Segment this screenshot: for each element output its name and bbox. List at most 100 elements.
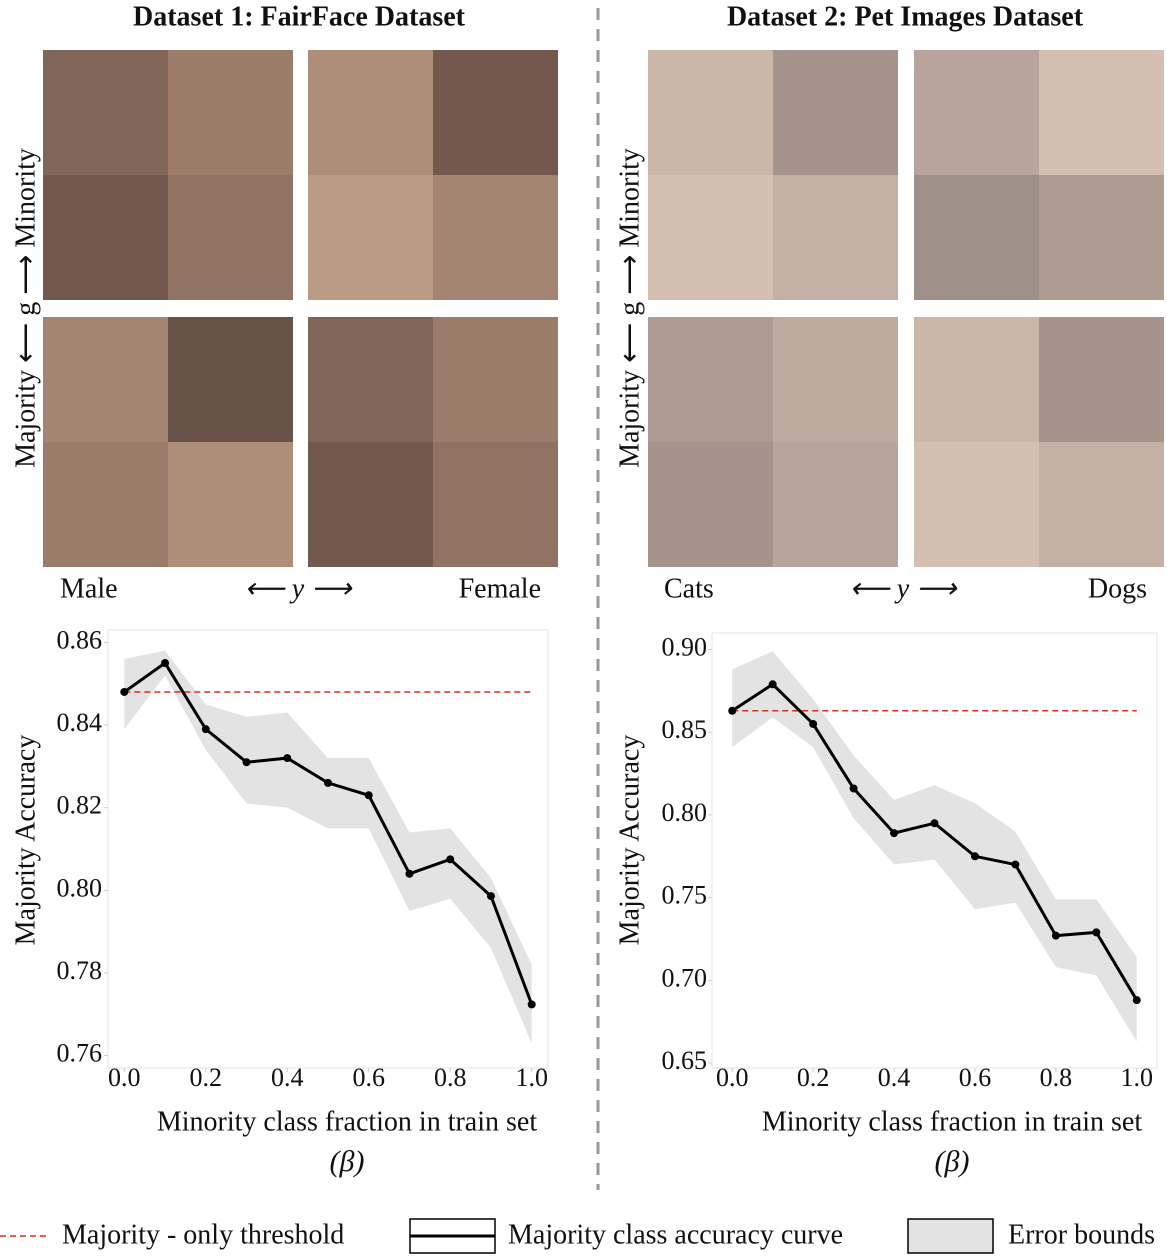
example-image [914,175,1039,300]
image-label-left: Male [60,573,118,604]
example-image [1039,50,1164,175]
x-axis-label: Minority class fraction in train set [157,1106,537,1137]
example-image [648,175,773,300]
point [850,784,858,792]
y-tick-label: 0.78 [57,956,103,985]
point [324,779,332,787]
x-tick-label: 0.8 [434,1063,467,1092]
accuracy-line [124,663,531,1004]
plot-frame [108,630,548,1068]
example-image [43,50,168,175]
example-image [914,317,1039,442]
point [528,1000,536,1008]
point [243,758,251,766]
example-image [308,442,433,567]
x-tick-label: 0.0 [716,1063,749,1092]
point [120,688,128,696]
x-tick-label: 0.6 [959,1063,992,1092]
example-image [433,50,558,175]
x-tick-label: 0.0 [108,1063,141,1092]
image-label-right: Dogs [1088,573,1147,604]
y-axis-label: Majority Accuracy [10,735,41,946]
legend-label: Error bounds [1008,1219,1155,1250]
point [809,720,817,728]
point [446,855,454,863]
point [890,829,898,837]
example-image [168,175,293,300]
y-tick-label: 0.90 [662,633,708,662]
point [405,870,413,878]
point [487,892,495,900]
point [365,791,373,799]
example-image [1039,317,1164,442]
example-image [433,442,558,567]
example-image [914,50,1039,175]
example-image [308,50,433,175]
y-tick-label: 0.85 [662,715,708,744]
example-image [914,442,1039,567]
point [728,707,736,715]
x-tick-label: 0.4 [878,1063,911,1092]
x-tick-label: 0.4 [271,1063,304,1092]
point [1092,928,1100,936]
point [283,754,291,762]
example-image [1039,175,1164,300]
y-tick-label: 0.80 [57,873,103,902]
x-tick-label: 1.0 [1121,1063,1154,1092]
image-label-vertical: Majority ⟵ g ⟶ Minority [614,148,645,468]
y-axis-label: Majority Accuracy [614,735,645,946]
example-image [168,50,293,175]
panel-title: Dataset 2: Pet Images Dataset [727,1,1084,32]
y-tick-label: 0.75 [662,881,708,910]
example-image [1039,442,1164,567]
example-image [648,442,773,567]
x-axis-symbol: (β) [330,1145,365,1178]
point [161,659,169,667]
point [931,819,939,827]
example-image [308,317,433,442]
x-tick-label: 1.0 [515,1063,548,1092]
example-image [433,175,558,300]
example-image [43,442,168,567]
example-image [433,317,558,442]
example-image [648,50,773,175]
y-tick-label: 0.65 [662,1046,708,1075]
y-tick-label: 0.76 [57,1039,103,1068]
image-label-right: Female [459,573,541,604]
example-image [773,50,898,175]
x-tick-label: 0.2 [190,1063,223,1092]
image-label-middle: ⟵ y ⟶ [850,573,959,604]
legend-label: Majority class accuracy curve [508,1219,843,1250]
error-band [124,651,531,1044]
image-label-left: Cats [664,573,714,604]
example-image [168,317,293,442]
panel-title: Dataset 1: FairFace Dataset [133,1,466,32]
x-axis-label: Minority class fraction in train set [762,1106,1142,1137]
y-tick-label: 0.82 [57,791,103,820]
y-tick-label: 0.86 [57,625,103,654]
x-tick-label: 0.6 [352,1063,385,1092]
example-image [773,442,898,567]
example-image [773,317,898,442]
figure: Majority - only threshold Majority class… [0,0,1167,1256]
example-image [168,442,293,567]
legend-label: Majority - only threshold [62,1219,344,1250]
example-image [308,175,433,300]
x-axis-symbol: (β) [935,1145,970,1178]
point [769,680,777,688]
image-label-vertical: Majority ⟵ g ⟶ Minority [10,148,41,468]
point [1052,932,1060,940]
legend-band-swatch [908,1219,993,1253]
point [1133,996,1141,1004]
point [1011,861,1019,869]
y-tick-label: 0.84 [57,708,103,737]
y-tick-label: 0.80 [662,798,708,827]
example-image [773,175,898,300]
image-label-middle: ⟵ y ⟶ [245,573,354,604]
error-band [732,651,1137,1041]
example-image [648,317,773,442]
x-tick-label: 0.8 [1040,1063,1073,1092]
example-image [43,317,168,442]
example-image [43,175,168,300]
y-tick-label: 0.70 [662,963,708,992]
